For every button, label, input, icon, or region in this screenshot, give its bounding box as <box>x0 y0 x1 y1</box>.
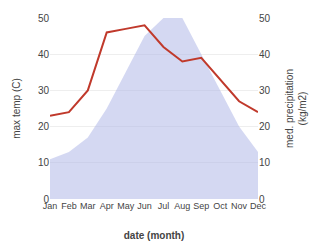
svg-text:Mar: Mar <box>80 201 96 211</box>
svg-text:20: 20 <box>259 121 271 132</box>
svg-text:max temp (C): max temp (C) <box>11 78 22 139</box>
svg-text:Oct: Oct <box>213 201 228 211</box>
svg-text:50: 50 <box>259 13 271 24</box>
svg-text:40: 40 <box>38 49 50 60</box>
svg-text:med. precipitation(kg/m2): med. precipitation(kg/m2) <box>284 69 308 148</box>
svg-text:Jan: Jan <box>43 201 58 211</box>
svg-text:0: 0 <box>43 194 49 205</box>
svg-text:40: 40 <box>259 49 271 60</box>
svg-text:Sep: Sep <box>193 201 209 211</box>
svg-text:30: 30 <box>259 85 271 96</box>
svg-text:Aug: Aug <box>174 201 190 211</box>
svg-text:date (month): date (month) <box>124 230 185 241</box>
svg-text:Apr: Apr <box>100 201 114 211</box>
svg-text:Dec: Dec <box>250 201 267 211</box>
svg-text:Jun: Jun <box>137 201 152 211</box>
svg-text:10: 10 <box>38 157 50 168</box>
svg-text:May: May <box>117 201 135 211</box>
svg-text:20: 20 <box>38 121 50 132</box>
svg-text:Nov: Nov <box>231 201 248 211</box>
svg-text:10: 10 <box>259 157 271 168</box>
svg-text:Feb: Feb <box>61 201 77 211</box>
svg-text:Jul: Jul <box>158 201 170 211</box>
svg-text:50: 50 <box>38 13 50 24</box>
svg-text:0: 0 <box>259 194 265 205</box>
svg-text:30: 30 <box>38 85 50 96</box>
